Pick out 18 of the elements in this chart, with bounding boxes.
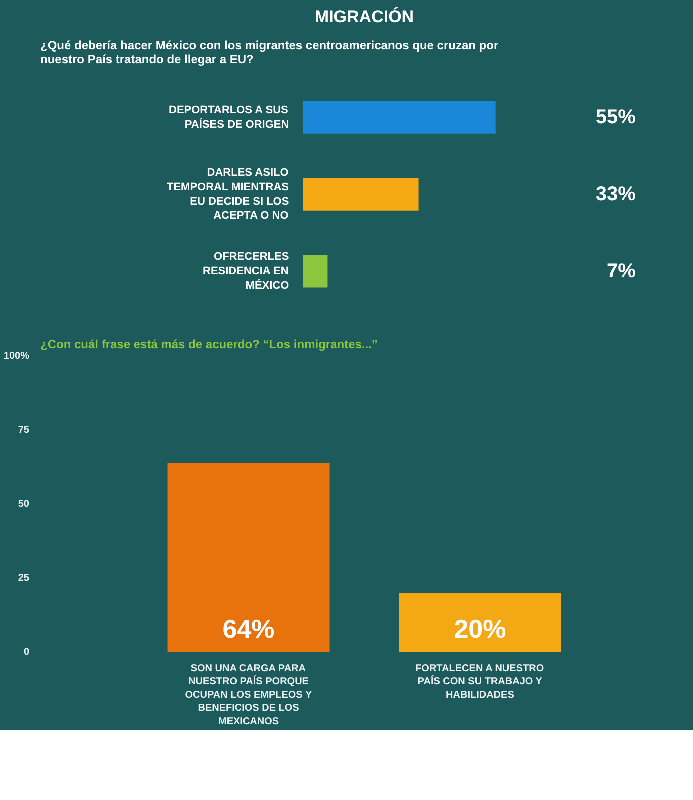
y-tick-label: 100% xyxy=(4,351,30,362)
data-label: 64% xyxy=(222,614,275,644)
y-tick-label: 0 xyxy=(24,647,30,658)
category-label: DEPORTARLOS A SUS PAÍSES DE ORIGEN xyxy=(169,104,290,131)
y-tick-label: 25 xyxy=(18,573,30,584)
x-tick-label: SON UNA CARGA PARA NUESTRO PAÍS PORQUE OCUPAN LOS EMPLEOS Y BENEFICIOS DE LOS MEXICANOS xyxy=(185,664,312,728)
data-label: 33% xyxy=(596,184,636,206)
chart-title: MIGRACIÓN xyxy=(314,6,414,26)
category-label: DARLES ASILO TEMPORAL MIENTRAS EU DECIDE SI LOS ACEPTA O NO xyxy=(166,167,290,222)
x-tick-label: FORTALECEN A NUESTRO PAÍS CON SU TRABAJO Y HABILIDADES xyxy=(416,664,544,701)
y-tick-label: 50 xyxy=(18,499,30,510)
data-label: 20% xyxy=(454,614,506,644)
category-label: OFRECERLES RESIDENCIA EN MÉXICO xyxy=(203,251,290,292)
chart-title: ¿Con cuál frase está más de acuerdo? “Los inmigrantes...” xyxy=(40,338,378,352)
chart-subtitle: ¿Qué debería hacer México con los migrantes centroamericanos que cruzan por nuestro País tratando de llegar a EU? xyxy=(40,38,499,66)
data-label: 55% xyxy=(596,106,636,129)
y-tick-label: 75 xyxy=(18,425,30,436)
data-label: 7% xyxy=(607,260,636,283)
